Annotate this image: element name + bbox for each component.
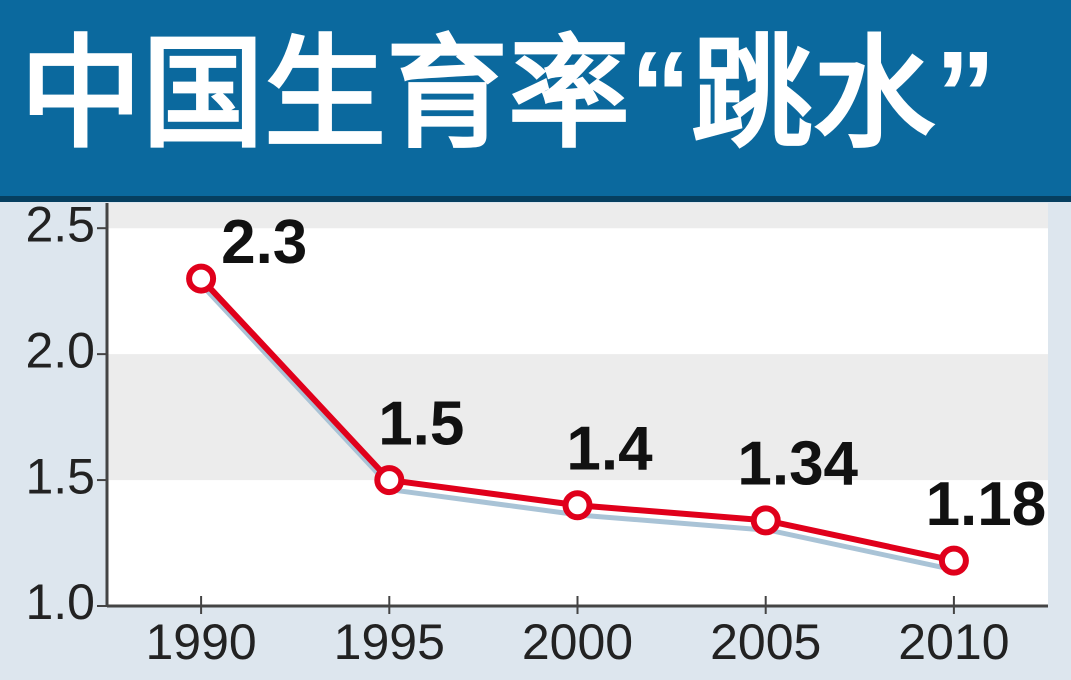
grid-band	[107, 228, 1048, 355]
title-bar	[0, 0, 1071, 200]
data-label: 1.5	[378, 389, 464, 458]
point	[374, 465, 405, 496]
y-tick-label: 1.5	[25, 448, 95, 504]
data-label: 1.4	[566, 415, 653, 484]
y-tick-label: 1.0	[25, 574, 95, 630]
grid-band	[107, 203, 1048, 229]
x-tick-label: 2000	[522, 614, 633, 670]
data-label: 1.34	[737, 430, 858, 499]
x-tick-label: 2010	[898, 614, 1009, 670]
point	[186, 263, 217, 294]
y-tick-label: 2.0	[25, 322, 95, 378]
point	[750, 505, 781, 536]
x-tick-label: 1990	[145, 614, 256, 670]
title-bar-edge	[0, 196, 1071, 202]
grid-band	[107, 354, 1048, 481]
y-tick-label: 2.5	[25, 196, 95, 252]
point	[938, 545, 969, 576]
x-tick-label: 1995	[334, 614, 445, 670]
chart-title: 中国生育率“跳水”	[20, 26, 996, 162]
data-label: 2.3	[221, 208, 307, 277]
x-tick-label: 2005	[710, 614, 821, 670]
point	[562, 490, 593, 521]
data-label: 1.18	[926, 470, 1047, 539]
